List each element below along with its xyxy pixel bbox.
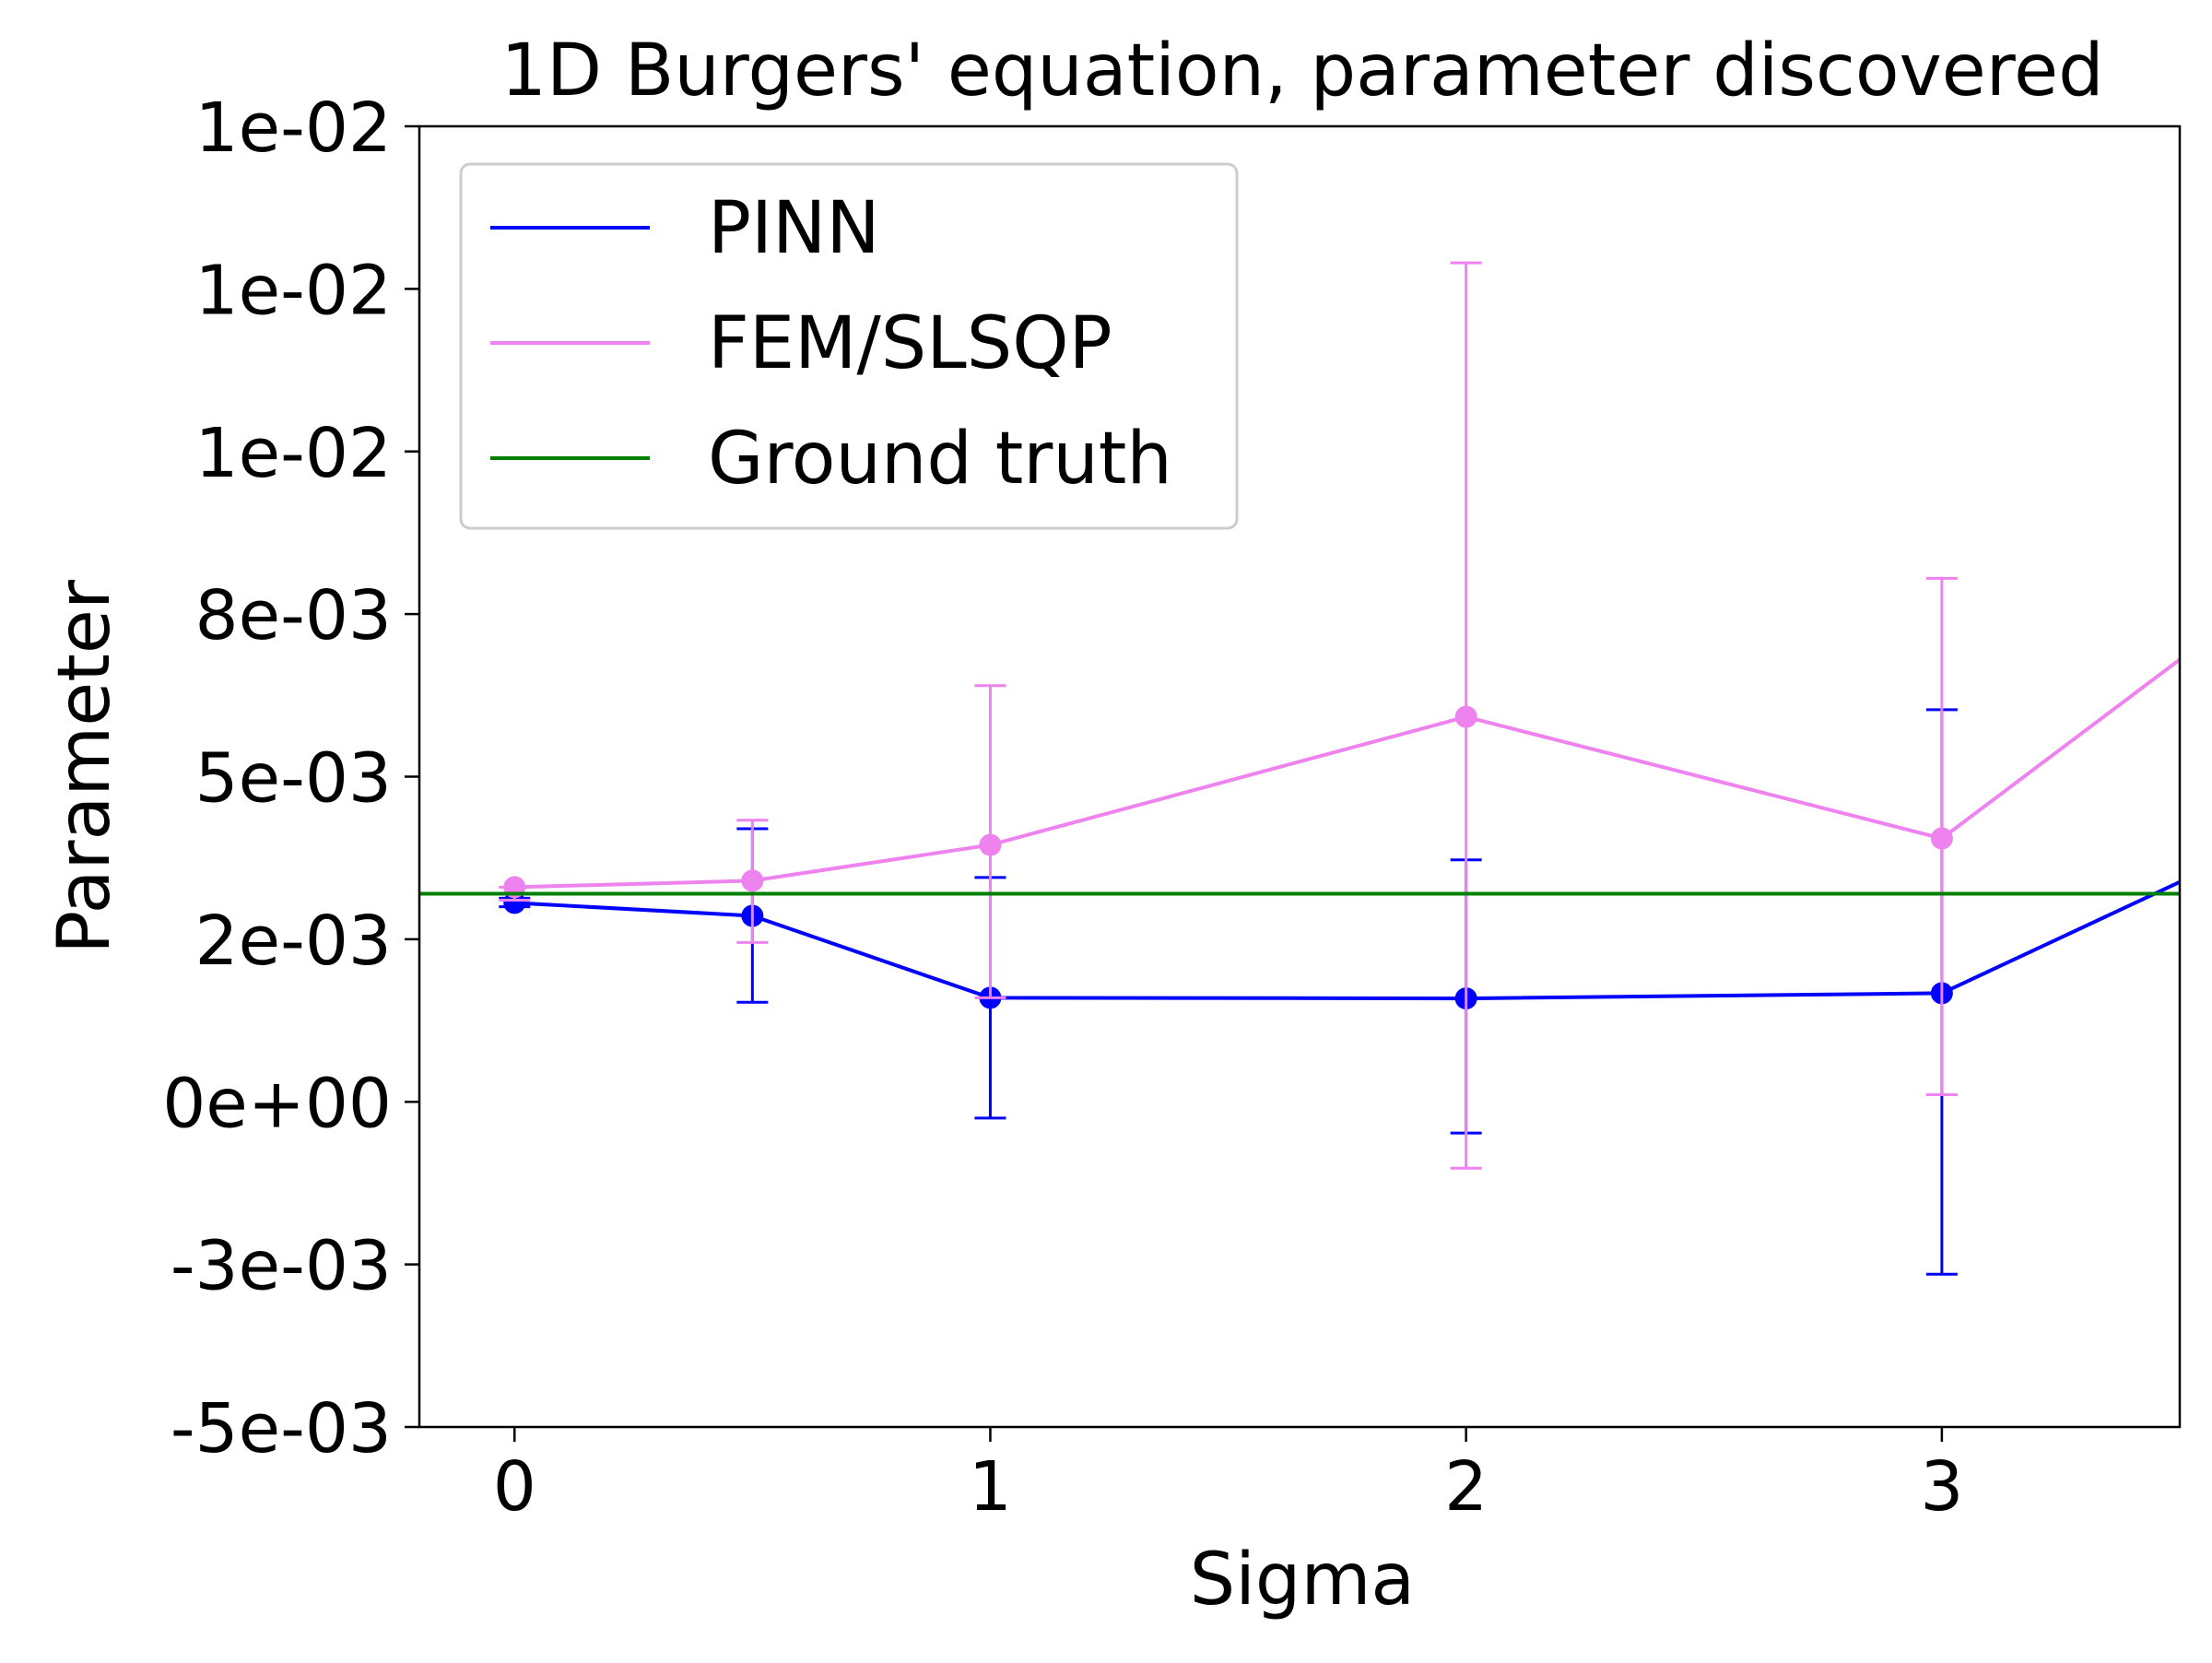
- legend: PINN FEM/SLSQP Ground truth: [459, 162, 1239, 530]
- y-axis-ticks: -5e-03 -3e-03 0e+00 2e-03 5e-03 8e-03 1e-02 1e-…: [162, 88, 419, 1468]
- x-tick-label: 3: [1920, 1447, 1963, 1527]
- data-point-fem-slsqp: [1454, 705, 1477, 728]
- x-axis-ticks: 0 1 2 3: [493, 1427, 1963, 1527]
- data-point-pinn: [503, 891, 526, 914]
- legend-label-fem-slsqp: FEM/SLSQP: [708, 302, 1112, 385]
- chart-title: 1D Burgers' equation, parameter discover…: [500, 29, 2103, 112]
- y-tick-label: 1e-02: [195, 88, 392, 168]
- legend-label-pinn: PINN: [708, 187, 880, 270]
- x-axis-label: Sigma: [1190, 1539, 1415, 1622]
- series-line-pinn: [514, 879, 2181, 1001]
- data-point-fem-slsqp: [1930, 827, 1953, 850]
- y-axis-label: Parameter: [43, 579, 126, 954]
- series-layer: [419, 261, 2182, 1276]
- y-tick-label: 8e-03: [195, 576, 392, 655]
- y-tick-label: 1e-02: [195, 414, 392, 493]
- y-tick-label: -5e-03: [171, 1389, 392, 1468]
- legend-label-ground-truth: Ground truth: [708, 418, 1172, 501]
- x-tick-label: 2: [1444, 1447, 1488, 1527]
- y-tick-label: 5e-03: [195, 739, 392, 819]
- x-tick-label: 1: [969, 1447, 1012, 1527]
- data-point-fem-slsqp: [979, 833, 1002, 856]
- legend-box: [459, 162, 1239, 530]
- y-tick-label: 1e-02: [195, 251, 392, 330]
- plot-frame: [418, 124, 2182, 1429]
- y-tick-label: 2e-03: [195, 902, 392, 981]
- series-line-fem-slsqp: [514, 657, 2182, 890]
- x-tick-label: 0: [493, 1447, 536, 1527]
- series-fem-slsqp: [499, 261, 2182, 1170]
- y-tick-label: -3e-03: [171, 1227, 392, 1306]
- y-tick-label: 0e+00: [162, 1064, 392, 1143]
- data-point-fem-slsqp: [741, 869, 764, 892]
